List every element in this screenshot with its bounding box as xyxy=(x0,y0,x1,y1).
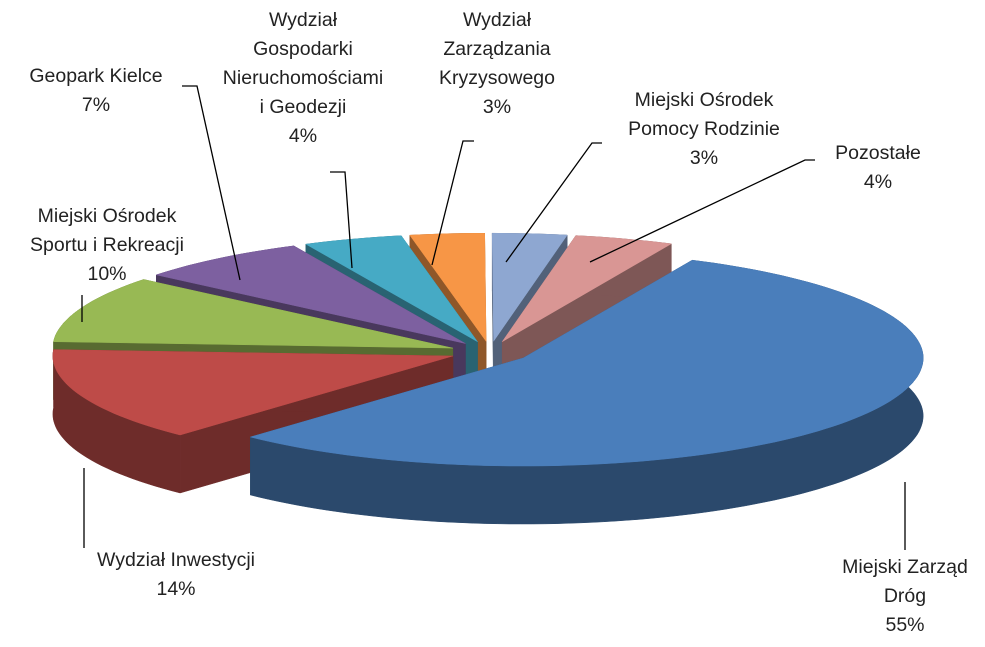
leader-line xyxy=(589,159,815,263)
slice xyxy=(491,232,568,342)
value-label: 4% xyxy=(863,171,893,193)
category-label: Miejski Ośrodek Pomocy Rodzinie xyxy=(628,89,780,140)
value-label: 7% xyxy=(81,94,111,116)
slice-label: Miejski Zarząd Dróg 55% xyxy=(842,553,968,640)
slice xyxy=(155,245,466,344)
slice xyxy=(52,349,453,436)
slice xyxy=(501,235,673,342)
category-label: Wydział Inwestycji xyxy=(96,549,256,571)
slice-label: Geopark Kielce 7% xyxy=(29,62,162,120)
value-label: 10% xyxy=(87,263,127,285)
leader-line xyxy=(505,142,602,263)
category-label: Miejski Ośrodek Sportu i Rekreacji xyxy=(30,205,184,256)
category-label: Miejski Zarząd Dróg xyxy=(842,556,968,607)
slice xyxy=(305,235,478,342)
value-label: 3% xyxy=(482,96,512,118)
leader-line xyxy=(330,171,353,269)
value-label: 4% xyxy=(288,125,318,147)
value-label: 14% xyxy=(156,578,196,600)
leader-line xyxy=(182,85,241,281)
slice xyxy=(409,233,487,343)
slice xyxy=(249,259,924,467)
category-label: Wydział Gospodarki Nieruchomościami i Ge… xyxy=(222,9,384,118)
category-label: Geopark Kielce xyxy=(29,65,163,87)
slice-label: Wydział Zarządzania Kryzysowego 3% xyxy=(439,6,555,122)
leader-line xyxy=(431,140,474,266)
slice-label: Wydział Gospodarki Nieruchomościami i Ge… xyxy=(223,6,383,151)
slice-label: Pozostałe 4% xyxy=(835,139,921,197)
category-label: Wydział Zarządzania Kryzysowego xyxy=(439,9,555,89)
value-label: 55% xyxy=(885,614,925,636)
slices xyxy=(52,232,924,525)
slice xyxy=(53,279,453,349)
slice-label: Miejski Ośrodek Sportu i Rekreacji 10% xyxy=(30,202,184,289)
category-label: Pozostałe xyxy=(835,142,921,164)
value-label: 3% xyxy=(689,147,719,169)
slice-label: Wydział Inwestycji 14% xyxy=(97,546,255,604)
slice-label: Miejski Ośrodek Pomocy Rodzinie 3% xyxy=(628,86,780,173)
